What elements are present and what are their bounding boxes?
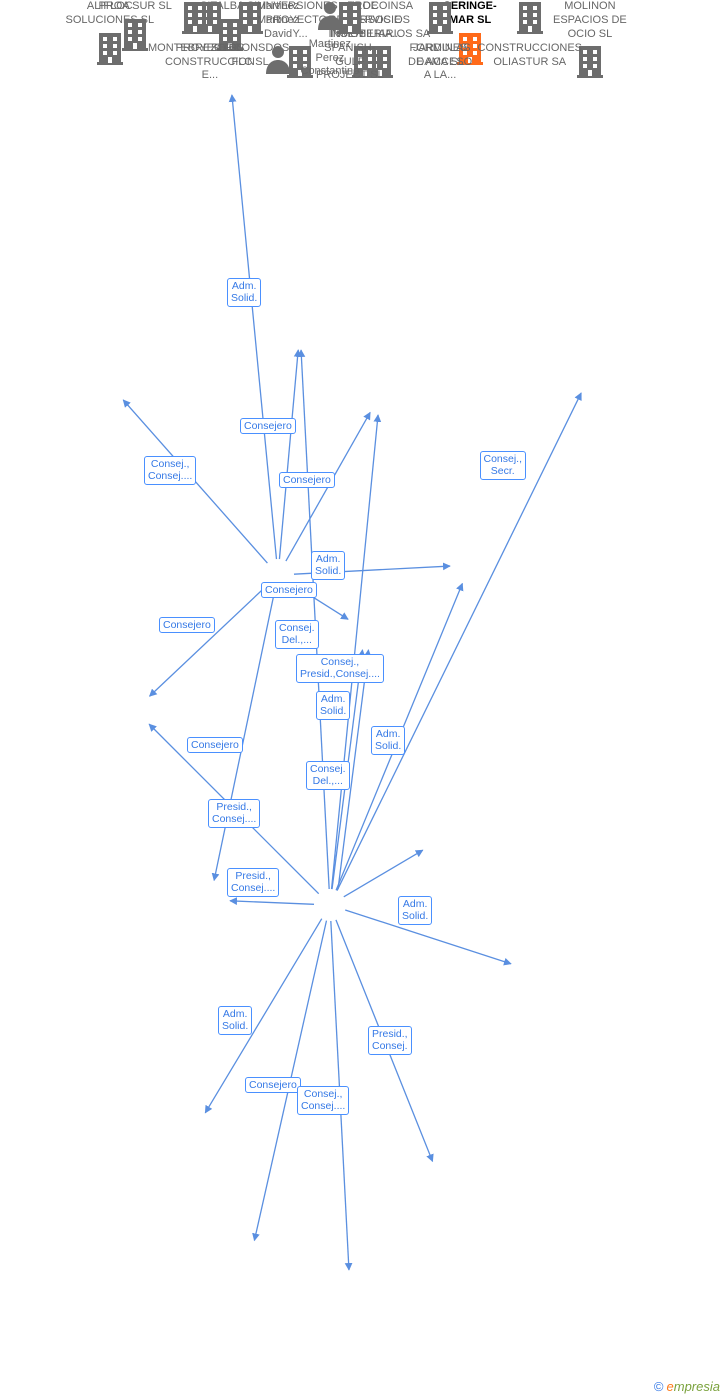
company-node[interactable]: FORMULASDE ACCESOA LA... — [408, 0, 472, 83]
edge-label: Consejero — [159, 617, 215, 634]
edges-layer — [0, 0, 728, 1400]
edge-label: Consej.Del.,... — [275, 620, 319, 649]
copyright-symbol: © — [654, 1379, 664, 1394]
edge-label: Presid.,Consej.... — [208, 799, 260, 828]
network-diagram: SITALBA SL INVERSIONESPROYECTOSY... ALIF… — [0, 0, 728, 1400]
edge-label: Consej.Del.,... — [306, 761, 350, 790]
edge-label: Consej.,Consej.... — [297, 1086, 349, 1115]
edge-label: Adm.Solid. — [311, 551, 345, 580]
edge-label: Adm.Solid. — [227, 278, 261, 307]
edge-label: Consej.,Consej.... — [144, 456, 196, 485]
edge-label: Consejero — [261, 582, 317, 599]
person-node[interactable]: MartinezMartinezDavid — [257, 0, 299, 79]
edge-label: Consej.,Presid.,Consej.... — [296, 654, 384, 683]
brand-rest: mpresia — [674, 1379, 720, 1394]
node-label: FORMULASDE ACCESOA LA... — [408, 42, 472, 83]
edge-label: Presid.,Consej. — [368, 1026, 412, 1055]
edge-label: Consejero — [245, 1077, 301, 1094]
edge-label: Adm.Solid. — [316, 691, 350, 720]
person-node[interactable]: MartinezPerezConstantino — [301, 0, 360, 79]
edge-label: Consej.,Secr. — [480, 451, 527, 480]
node-label: CONSTRUCCIONESOLIASTUR SA — [478, 42, 583, 70]
edge-label: Consejero — [187, 737, 243, 754]
node-label: MartinezMartinezDavid — [257, 0, 299, 41]
company-node[interactable]: CONSTRUCCIONESOLIASTUR SA — [478, 0, 583, 69]
copyright: ©empresia — [654, 1379, 720, 1394]
edge-label: Consejero — [240, 418, 296, 435]
edge-label: Adm.Solid. — [398, 896, 432, 925]
edge-label: Adm.Solid. — [371, 726, 405, 755]
brand-e: e — [667, 1379, 674, 1394]
edge-label: Consejero — [279, 472, 335, 489]
edge-label: Presid.,Consej.... — [227, 868, 279, 897]
node-label: MartinezPerezConstantino — [301, 38, 360, 79]
edge-label: Adm.Solid. — [218, 1006, 252, 1035]
